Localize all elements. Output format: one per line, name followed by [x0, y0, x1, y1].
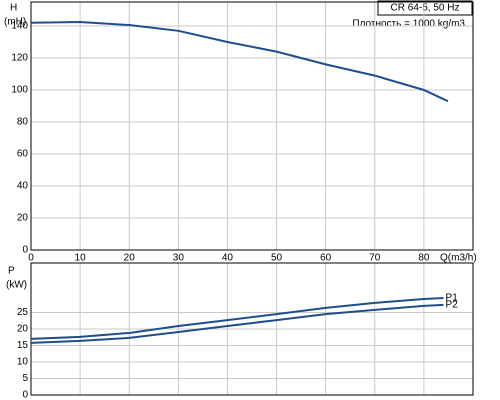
y-tick-label: 140	[11, 21, 28, 32]
x-tick-label: 0	[28, 253, 34, 264]
curve	[30, 296, 444, 340]
curve	[30, 20, 449, 103]
x-tick-label: 10	[75, 253, 87, 264]
y-tick-label: 20	[17, 324, 29, 335]
plot-frame	[30, 1, 474, 251]
legend-title: CR 64-5, 50 Hz	[391, 3, 460, 14]
x-tick-label: 80	[418, 253, 430, 264]
plot-frame	[30, 262, 474, 396]
y-tick-label: 60	[17, 149, 29, 160]
x-tick-label: 30	[173, 253, 185, 264]
x-tick-label: 60	[320, 253, 332, 264]
y-tick-label: 120	[11, 53, 28, 64]
y-axis-unit: (kW)	[6, 280, 27, 291]
y-tick-label: 5	[22, 373, 28, 384]
y-tick-label: 80	[17, 117, 29, 128]
y-tick-label: 0	[22, 245, 28, 256]
annotation: Плотность = 1000 kg/m3	[352, 19, 465, 30]
y-tick-label: 25	[17, 307, 29, 318]
plot-area	[31, 2, 473, 250]
y-axis-label: P	[8, 266, 15, 277]
x-tick-label: 50	[271, 253, 283, 264]
legend-box	[377, 0, 473, 16]
x-tick-label: 70	[369, 253, 381, 264]
series-label: P1	[446, 293, 459, 304]
y-axis-label: H	[10, 3, 17, 14]
curve	[30, 303, 444, 344]
y-tick-label: 15	[17, 340, 29, 351]
series-label: P2	[446, 300, 459, 311]
y-tick-label: 40	[17, 181, 29, 192]
x-tick-label: 20	[124, 253, 136, 264]
y-tick-label: 0	[22, 390, 28, 400]
y-axis-unit: (mH)	[4, 17, 26, 28]
y-tick-label: 10	[17, 357, 29, 368]
x-axis-label: Q(m3/h)	[440, 253, 477, 264]
x-tick-label: 40	[222, 253, 234, 264]
y-tick-label: 100	[11, 85, 28, 96]
y-tick-label: 20	[17, 213, 29, 224]
